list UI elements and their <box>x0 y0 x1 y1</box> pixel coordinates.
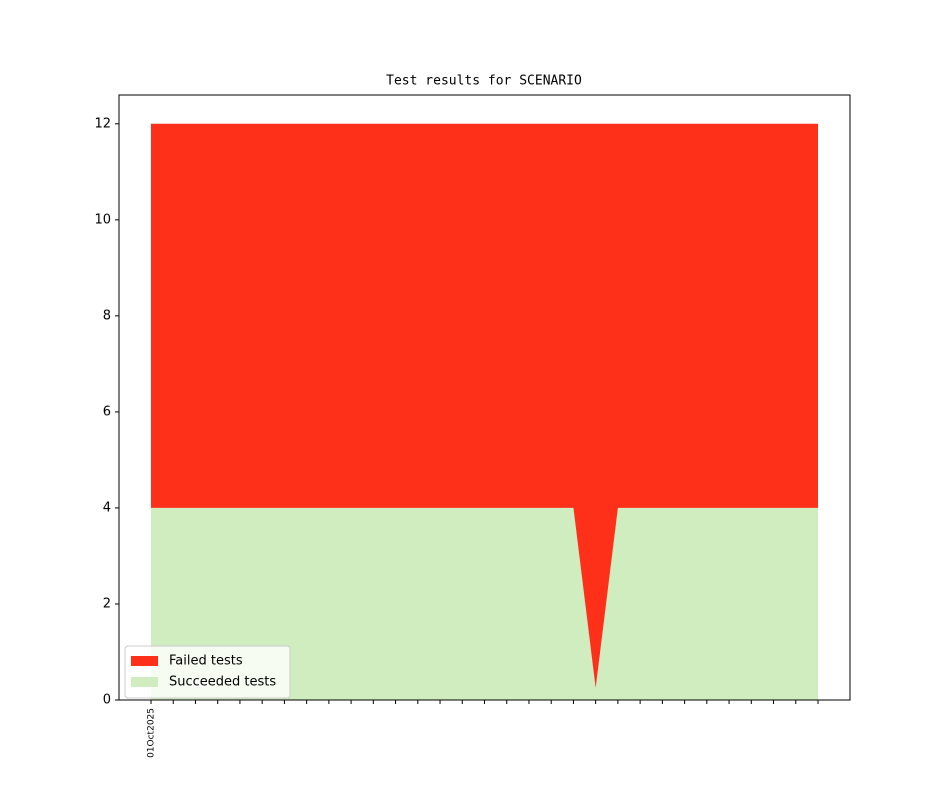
legend-box <box>124 645 291 699</box>
y-tick-label: 4 <box>103 500 111 515</box>
y-tick-label: 12 <box>94 116 111 131</box>
legend-swatch <box>131 656 158 666</box>
area <box>151 507 818 700</box>
y-tick-label: 0 <box>103 693 111 708</box>
y-tick-label: 10 <box>94 212 111 227</box>
chart-title: Test results for SCENARIO <box>386 74 582 89</box>
y-tick-label: 2 <box>103 596 111 611</box>
area <box>151 123 818 688</box>
y-tick-label: 8 <box>103 308 111 323</box>
x-tick-label: 01Oct2025 <box>147 708 157 758</box>
legend-swatch <box>131 677 158 687</box>
y-tick-label: 6 <box>103 404 111 419</box>
legend-label: Succeeded tests <box>169 675 276 690</box>
legend-label: Failed tests <box>169 654 243 669</box>
legend: Failed tests Succeeded tests <box>124 645 291 699</box>
